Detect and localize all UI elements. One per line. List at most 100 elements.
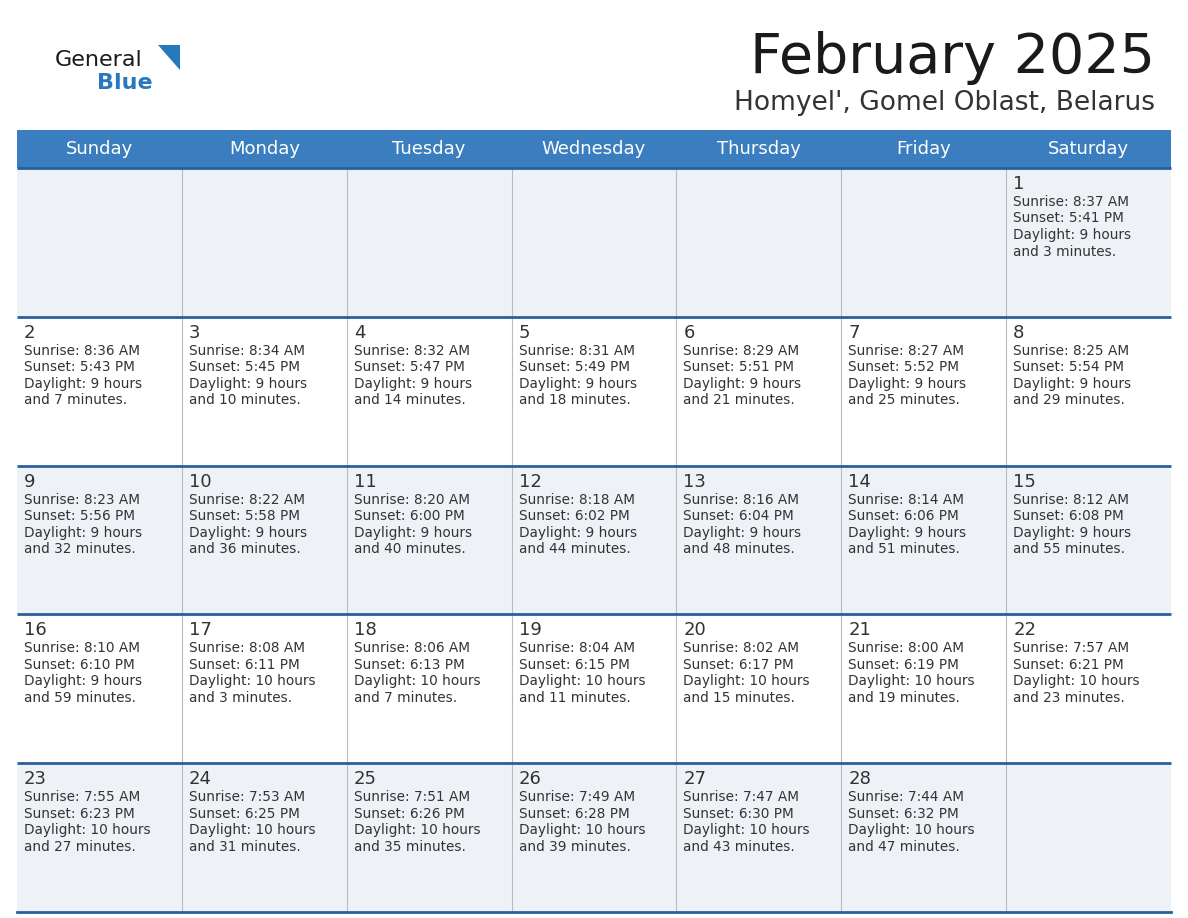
- Text: Sunset: 6:17 PM: Sunset: 6:17 PM: [683, 658, 795, 672]
- Text: and 11 minutes.: and 11 minutes.: [519, 691, 631, 705]
- Text: 10: 10: [189, 473, 211, 490]
- Text: Sunset: 6:25 PM: Sunset: 6:25 PM: [189, 807, 299, 821]
- Text: Sunrise: 8:37 AM: Sunrise: 8:37 AM: [1013, 195, 1129, 209]
- Text: and 48 minutes.: and 48 minutes.: [683, 543, 795, 556]
- Text: 22: 22: [1013, 621, 1036, 640]
- Text: Sunrise: 8:02 AM: Sunrise: 8:02 AM: [683, 642, 800, 655]
- Text: Sunrise: 8:31 AM: Sunrise: 8:31 AM: [519, 344, 634, 358]
- Text: Sunset: 5:47 PM: Sunset: 5:47 PM: [354, 360, 465, 375]
- Text: and 15 minutes.: and 15 minutes.: [683, 691, 795, 705]
- Text: Daylight: 9 hours: Daylight: 9 hours: [354, 376, 472, 391]
- Text: and 3 minutes.: and 3 minutes.: [189, 691, 292, 705]
- Text: Saturday: Saturday: [1048, 140, 1129, 158]
- Text: Sunrise: 8:04 AM: Sunrise: 8:04 AM: [519, 642, 634, 655]
- Text: Sunrise: 8:12 AM: Sunrise: 8:12 AM: [1013, 493, 1129, 507]
- Text: and 43 minutes.: and 43 minutes.: [683, 840, 795, 854]
- Text: Sunset: 6:00 PM: Sunset: 6:00 PM: [354, 509, 465, 523]
- Text: Wednesday: Wednesday: [542, 140, 646, 158]
- Text: Sunset: 6:06 PM: Sunset: 6:06 PM: [848, 509, 959, 523]
- Text: and 35 minutes.: and 35 minutes.: [354, 840, 466, 854]
- Text: and 44 minutes.: and 44 minutes.: [519, 543, 631, 556]
- Text: 8: 8: [1013, 324, 1024, 341]
- Text: and 10 minutes.: and 10 minutes.: [189, 393, 301, 408]
- Bar: [17, 614, 1171, 763]
- Text: and 36 minutes.: and 36 minutes.: [189, 543, 301, 556]
- Text: Sunset: 6:10 PM: Sunset: 6:10 PM: [24, 658, 134, 672]
- Bar: [17, 168, 1171, 317]
- Text: Sunset: 6:23 PM: Sunset: 6:23 PM: [24, 807, 134, 821]
- Text: Daylight: 10 hours: Daylight: 10 hours: [519, 823, 645, 837]
- Text: Sunset: 5:52 PM: Sunset: 5:52 PM: [848, 360, 959, 375]
- Text: Sunset: 5:56 PM: Sunset: 5:56 PM: [24, 509, 135, 523]
- Text: Sunrise: 8:18 AM: Sunrise: 8:18 AM: [519, 493, 634, 507]
- Text: 24: 24: [189, 770, 211, 789]
- Text: and 25 minutes.: and 25 minutes.: [848, 393, 960, 408]
- Text: Daylight: 9 hours: Daylight: 9 hours: [24, 526, 143, 540]
- Text: 17: 17: [189, 621, 211, 640]
- Text: and 40 minutes.: and 40 minutes.: [354, 543, 466, 556]
- Text: Sunrise: 8:34 AM: Sunrise: 8:34 AM: [189, 344, 305, 358]
- Text: 18: 18: [354, 621, 377, 640]
- Text: Daylight: 9 hours: Daylight: 9 hours: [848, 526, 966, 540]
- Text: and 27 minutes.: and 27 minutes.: [24, 840, 135, 854]
- Text: 26: 26: [519, 770, 542, 789]
- Text: Sunset: 5:51 PM: Sunset: 5:51 PM: [683, 360, 795, 375]
- Text: Sunrise: 8:08 AM: Sunrise: 8:08 AM: [189, 642, 305, 655]
- Text: 3: 3: [189, 324, 201, 341]
- Text: Sunset: 5:45 PM: Sunset: 5:45 PM: [189, 360, 299, 375]
- Text: Sunset: 6:08 PM: Sunset: 6:08 PM: [1013, 509, 1124, 523]
- Text: Sunrise: 8:14 AM: Sunrise: 8:14 AM: [848, 493, 965, 507]
- Text: General: General: [55, 50, 143, 70]
- Text: and 59 minutes.: and 59 minutes.: [24, 691, 135, 705]
- Text: Sunrise: 7:55 AM: Sunrise: 7:55 AM: [24, 790, 140, 804]
- Text: 11: 11: [354, 473, 377, 490]
- Text: Daylight: 9 hours: Daylight: 9 hours: [189, 526, 307, 540]
- Text: 28: 28: [848, 770, 871, 789]
- Text: Sunrise: 7:57 AM: Sunrise: 7:57 AM: [1013, 642, 1130, 655]
- Bar: [17, 465, 1171, 614]
- Text: Sunset: 6:32 PM: Sunset: 6:32 PM: [848, 807, 959, 821]
- Text: Sunday: Sunday: [65, 140, 133, 158]
- Text: and 7 minutes.: and 7 minutes.: [24, 393, 127, 408]
- Text: 16: 16: [24, 621, 46, 640]
- Text: Sunrise: 8:27 AM: Sunrise: 8:27 AM: [848, 344, 965, 358]
- Text: and 29 minutes.: and 29 minutes.: [1013, 393, 1125, 408]
- Text: Sunrise: 8:36 AM: Sunrise: 8:36 AM: [24, 344, 140, 358]
- Text: Daylight: 9 hours: Daylight: 9 hours: [1013, 228, 1131, 242]
- Text: 1: 1: [1013, 175, 1024, 193]
- Text: Friday: Friday: [896, 140, 952, 158]
- Text: 2: 2: [24, 324, 36, 341]
- Text: Sunset: 6:26 PM: Sunset: 6:26 PM: [354, 807, 465, 821]
- Text: Sunset: 6:04 PM: Sunset: 6:04 PM: [683, 509, 795, 523]
- Text: 13: 13: [683, 473, 707, 490]
- Text: Sunset: 6:11 PM: Sunset: 6:11 PM: [189, 658, 299, 672]
- Text: Sunrise: 8:25 AM: Sunrise: 8:25 AM: [1013, 344, 1130, 358]
- Text: 15: 15: [1013, 473, 1036, 490]
- Text: and 39 minutes.: and 39 minutes.: [519, 840, 631, 854]
- Text: Sunrise: 7:51 AM: Sunrise: 7:51 AM: [354, 790, 469, 804]
- Text: Daylight: 9 hours: Daylight: 9 hours: [24, 376, 143, 391]
- Text: and 18 minutes.: and 18 minutes.: [519, 393, 631, 408]
- Text: Monday: Monday: [229, 140, 299, 158]
- Text: 21: 21: [848, 621, 871, 640]
- Text: Sunset: 5:58 PM: Sunset: 5:58 PM: [189, 509, 299, 523]
- Text: and 19 minutes.: and 19 minutes.: [848, 691, 960, 705]
- Text: Daylight: 10 hours: Daylight: 10 hours: [848, 675, 975, 688]
- Text: Sunrise: 8:32 AM: Sunrise: 8:32 AM: [354, 344, 469, 358]
- Text: Sunrise: 8:22 AM: Sunrise: 8:22 AM: [189, 493, 305, 507]
- Text: Sunset: 5:54 PM: Sunset: 5:54 PM: [1013, 360, 1124, 375]
- Text: Daylight: 10 hours: Daylight: 10 hours: [354, 675, 480, 688]
- Text: and 3 minutes.: and 3 minutes.: [1013, 244, 1117, 259]
- Text: Daylight: 10 hours: Daylight: 10 hours: [683, 823, 810, 837]
- Text: 6: 6: [683, 324, 695, 341]
- Text: Sunrise: 8:00 AM: Sunrise: 8:00 AM: [848, 642, 965, 655]
- Text: Daylight: 10 hours: Daylight: 10 hours: [848, 823, 975, 837]
- Text: Sunset: 6:30 PM: Sunset: 6:30 PM: [683, 807, 795, 821]
- Text: Blue: Blue: [97, 73, 152, 93]
- Text: Daylight: 9 hours: Daylight: 9 hours: [189, 376, 307, 391]
- Text: Daylight: 9 hours: Daylight: 9 hours: [519, 526, 637, 540]
- Text: and 32 minutes.: and 32 minutes.: [24, 543, 135, 556]
- Text: Daylight: 10 hours: Daylight: 10 hours: [519, 675, 645, 688]
- Text: 5: 5: [519, 324, 530, 341]
- Text: 25: 25: [354, 770, 377, 789]
